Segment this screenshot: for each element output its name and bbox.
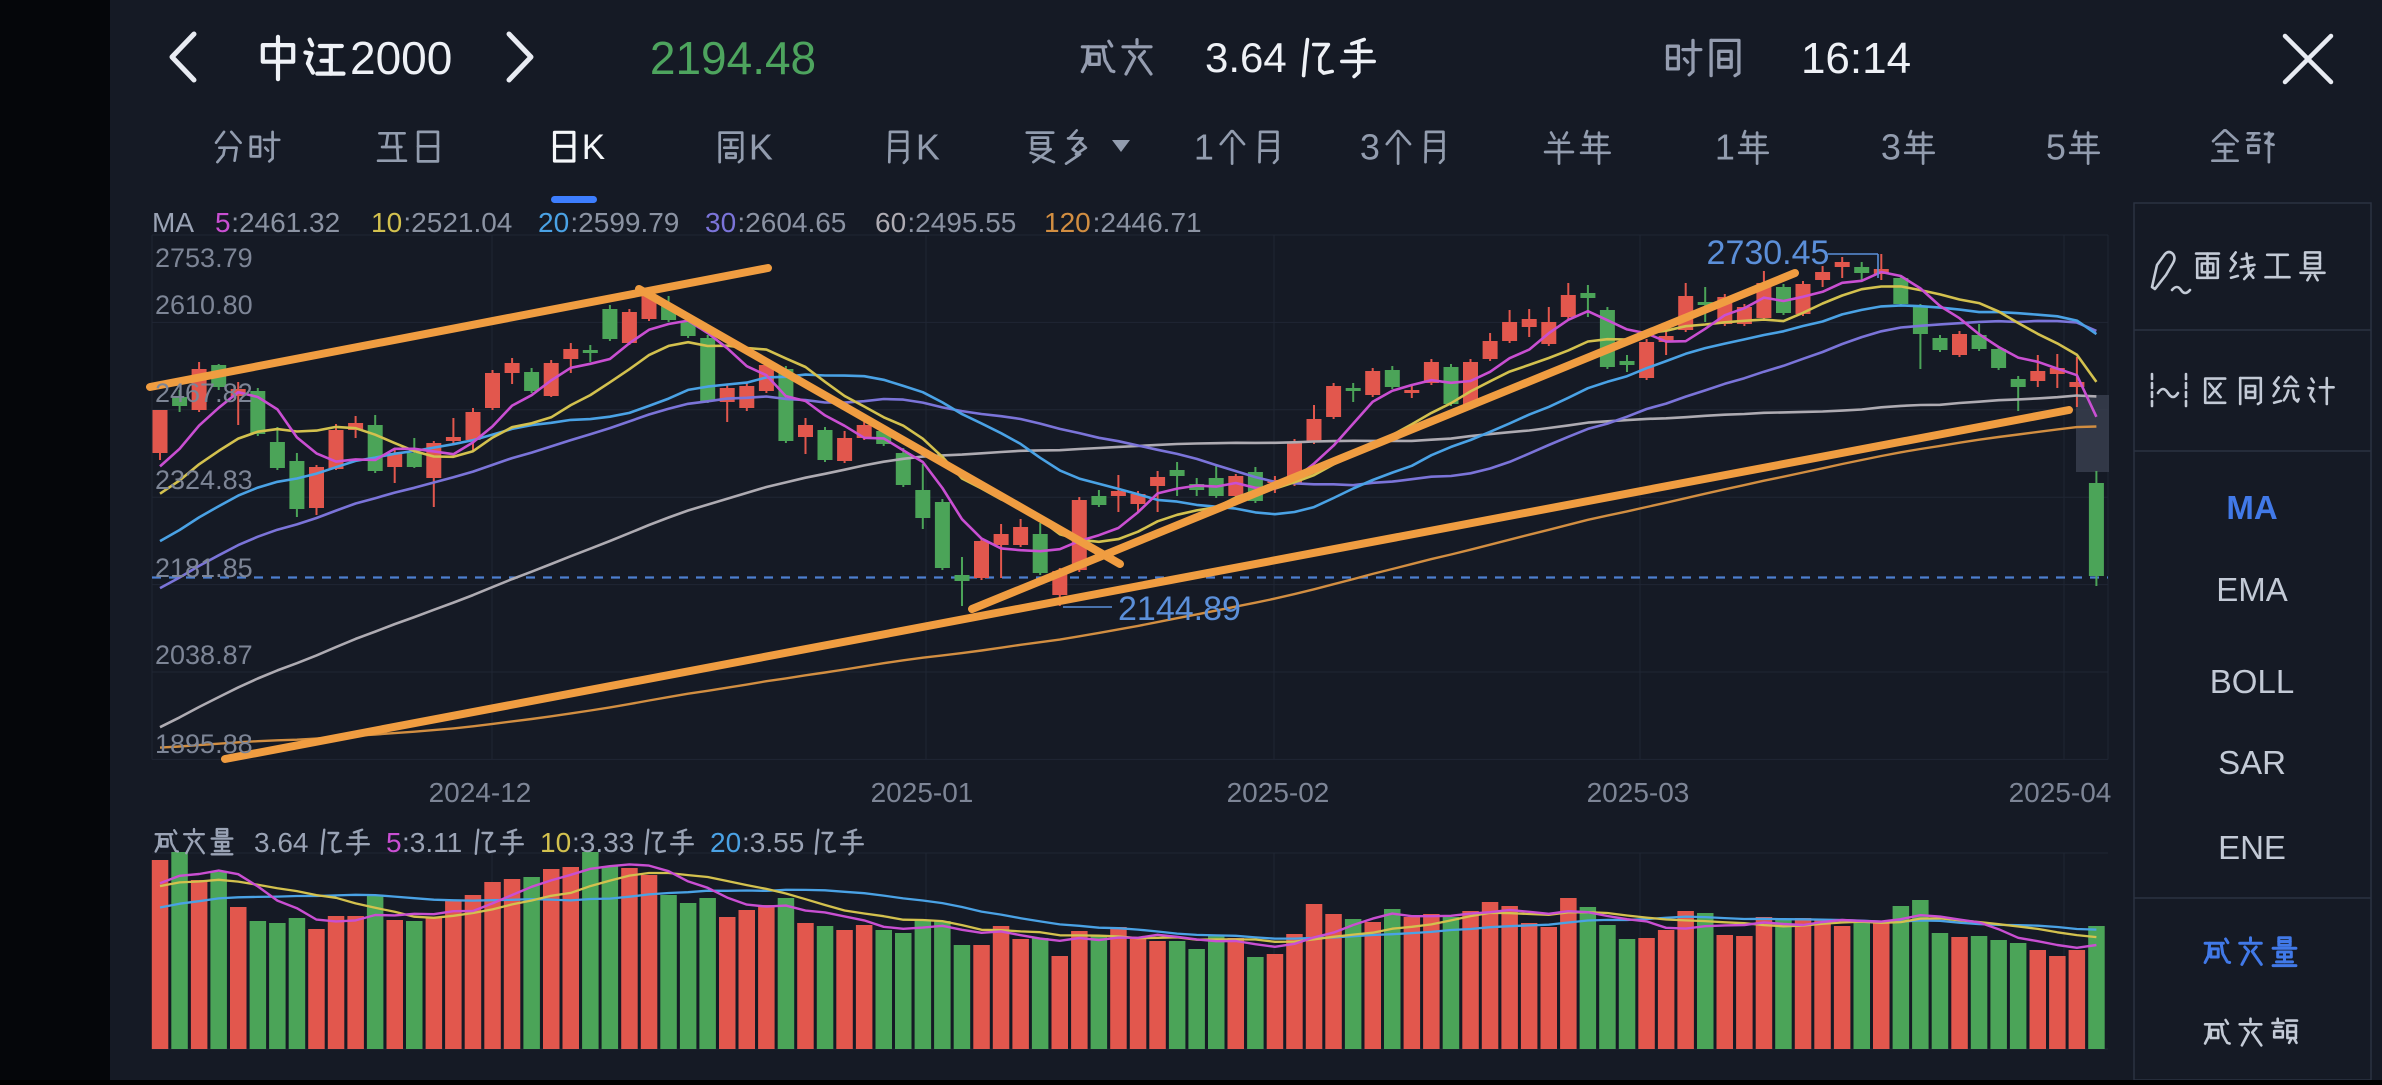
svg-text:2000: 2000 <box>350 32 452 84</box>
svg-text::3.55: :3.55 <box>742 827 804 858</box>
svg-text:3: 3 <box>1881 127 1901 168</box>
svg-text::2604.65: :2604.65 <box>737 207 846 238</box>
svg-text:2194.48: 2194.48 <box>650 32 816 84</box>
svg-text:2181.85: 2181.85 <box>155 553 253 583</box>
svg-text:SAR: SAR <box>2218 744 2286 781</box>
svg-text:5: 5 <box>215 207 231 238</box>
svg-text:10: 10 <box>371 207 402 238</box>
svg-text:2324.83: 2324.83 <box>155 465 253 495</box>
svg-text:ENE: ENE <box>2218 829 2286 866</box>
svg-text::3.11: :3.11 <box>402 827 462 858</box>
svg-text:1: 1 <box>1715 127 1735 168</box>
svg-text:2025-01: 2025-01 <box>871 777 974 808</box>
svg-text::3.33: :3.33 <box>572 827 634 858</box>
svg-text::2461.32: :2461.32 <box>231 207 340 238</box>
svg-text:2144.89: 2144.89 <box>1118 590 1241 628</box>
svg-text:2610.80: 2610.80 <box>155 290 253 320</box>
svg-text:K: K <box>916 127 940 168</box>
svg-text:30: 30 <box>705 207 736 238</box>
svg-text:K: K <box>749 127 773 168</box>
svg-text::2495.55: :2495.55 <box>907 207 1016 238</box>
svg-text:3: 3 <box>1360 127 1380 168</box>
svg-text:1895.88: 1895.88 <box>155 729 253 759</box>
svg-text:20: 20 <box>538 207 569 238</box>
svg-text:10: 10 <box>540 827 571 858</box>
svg-text:2467.82: 2467.82 <box>155 378 253 408</box>
svg-text:2025-04: 2025-04 <box>2009 777 2112 808</box>
svg-text::2521.04: :2521.04 <box>403 207 512 238</box>
svg-text:5: 5 <box>386 827 402 858</box>
svg-text:16:14: 16:14 <box>1801 34 1911 83</box>
svg-text:2038.87: 2038.87 <box>155 640 253 670</box>
svg-text:2025-02: 2025-02 <box>1227 777 1330 808</box>
svg-text:20: 20 <box>710 827 741 858</box>
svg-text:120: 120 <box>1044 207 1091 238</box>
svg-text:60: 60 <box>875 207 906 238</box>
svg-text:5: 5 <box>2046 127 2066 168</box>
svg-text:3.64: 3.64 <box>1205 34 1287 81</box>
svg-text:2730.45: 2730.45 <box>1707 234 1830 272</box>
svg-text:EMA: EMA <box>2216 571 2288 608</box>
svg-text:2753.79: 2753.79 <box>155 243 253 273</box>
svg-text:1: 1 <box>1194 127 1214 168</box>
svg-text:K: K <box>582 128 605 167</box>
svg-text:BOLL: BOLL <box>2210 663 2294 700</box>
svg-text:2024-12: 2024-12 <box>429 777 532 808</box>
svg-text:MA: MA <box>152 207 194 238</box>
svg-text:2025-03: 2025-03 <box>1587 777 1690 808</box>
svg-text::2599.79: :2599.79 <box>570 207 679 238</box>
svg-text::2446.71: :2446.71 <box>1093 207 1202 238</box>
svg-text:MA: MA <box>2226 489 2277 526</box>
svg-text:3.64: 3.64 <box>254 827 309 858</box>
